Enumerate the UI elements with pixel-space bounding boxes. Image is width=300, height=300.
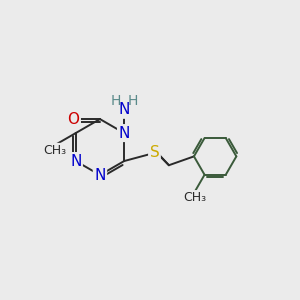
Text: N: N — [70, 154, 81, 169]
Text: CH₃: CH₃ — [183, 191, 206, 204]
Text: N: N — [118, 126, 130, 141]
Text: H: H — [127, 94, 138, 108]
Text: N: N — [94, 167, 106, 182]
Text: N: N — [118, 102, 130, 117]
Text: O: O — [68, 112, 80, 127]
Text: S: S — [150, 145, 159, 160]
Text: CH₃: CH₃ — [44, 144, 67, 157]
Text: H: H — [111, 94, 121, 108]
